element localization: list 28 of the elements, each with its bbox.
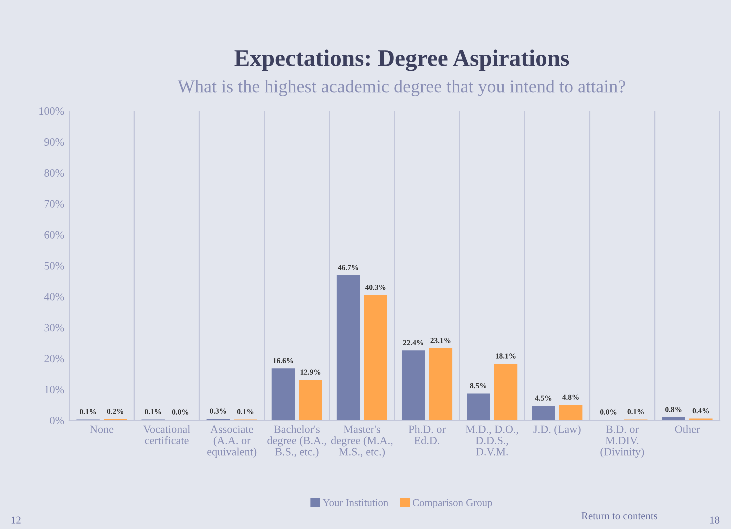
text: 18 bbox=[710, 516, 720, 524]
x-tick-label: Other bbox=[675, 425, 700, 434]
y-tick-label: 30% bbox=[44, 324, 64, 332]
y-tick-label: 20% bbox=[44, 355, 64, 363]
y-tick-label: 70% bbox=[44, 200, 64, 208]
text: 12 bbox=[12, 516, 21, 524]
y-tick-label: 90% bbox=[44, 138, 64, 146]
x-tick-label: None bbox=[90, 426, 114, 434]
x-tick-label: Ph.D. or Ed.D. bbox=[408, 425, 446, 445]
y-tick-label: 100% bbox=[40, 108, 64, 116]
chart-title: Expectations: Degree Aspirations bbox=[234, 50, 570, 72]
x-tick-label: B.D. or M.DIV. (Divinity) bbox=[600, 426, 644, 458]
legend-label: Comparison Group bbox=[413, 499, 492, 509]
x-tick-label: Bachelor's degree (B.A., B.S., etc.) bbox=[268, 425, 326, 458]
text: Return to contents bbox=[582, 512, 658, 520]
y-tick-label: 50% bbox=[44, 262, 64, 270]
x-tick-label: Associate (A.A. or equivalent) bbox=[208, 426, 257, 458]
y-tick-label: 80% bbox=[44, 169, 64, 177]
x-tick-label: Vocational certificate bbox=[144, 425, 190, 444]
chart-subtitle: What is the highest academic degree that you intend to attain? bbox=[178, 80, 626, 96]
legend-label: Your Institution bbox=[322, 499, 388, 506]
y-tick-label: 0% bbox=[50, 417, 64, 425]
y-tick-label: 40% bbox=[44, 293, 64, 301]
x-tick-label: J.D. (Law) bbox=[534, 425, 581, 436]
x-tick-label: M.D., D.O., D.D.S., D.V.M. bbox=[466, 426, 518, 456]
x-tick-label: Master's degree (M.A., M.S., etc.) bbox=[331, 426, 393, 458]
y-tick-label: 60% bbox=[44, 231, 64, 239]
y-tick-label: 10% bbox=[45, 386, 64, 394]
